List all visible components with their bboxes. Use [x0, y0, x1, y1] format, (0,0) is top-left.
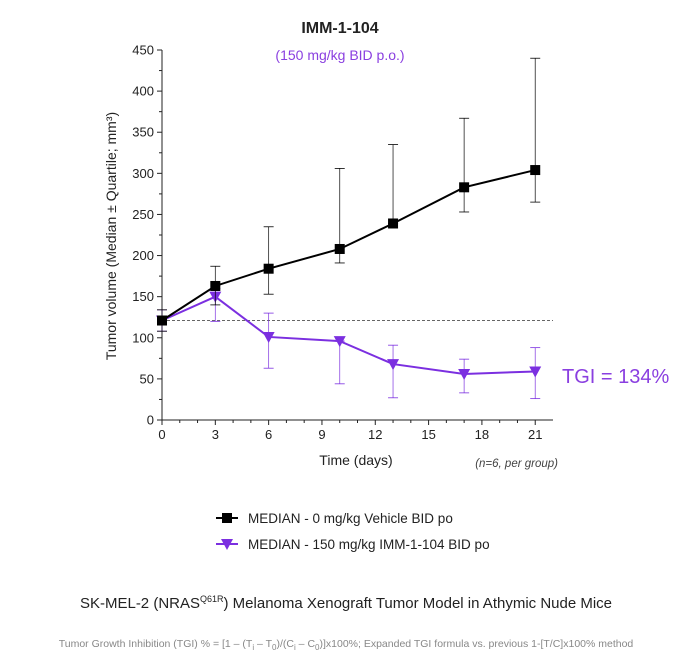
model-caption: SK-MEL-2 (NRASQ61R) Melanoma Xenograft T… [0, 594, 692, 612]
data-point [388, 218, 399, 229]
data-point [334, 243, 345, 254]
x-tick-label: 15 [421, 427, 435, 442]
y-tick-label: 450 [132, 43, 154, 58]
formula-part-a: Tumor Growth Inhibition (TGI) % = [1 – (… [58, 638, 253, 650]
y-tick-label: 150 [132, 289, 154, 304]
model-caption-prefix: SK-MEL-2 (NRAS [79, 595, 200, 612]
x-axis-label: Time (days) [319, 452, 392, 468]
formula-sub-2: 0 [272, 643, 277, 653]
formula-part-d: – C [295, 638, 316, 650]
x-tick-label: 3 [212, 427, 219, 442]
mutation-superscript: Q61R [200, 594, 224, 604]
data-point [210, 280, 221, 291]
tgi-annotation: TGI = 134% [562, 366, 669, 388]
formula-sub-1: i [252, 643, 255, 653]
model-caption-suffix: ) Melanoma Xenograft Tumor Model in Athy… [223, 595, 613, 612]
y-tick-label: 50 [140, 371, 154, 386]
data-point [458, 368, 471, 380]
legend-label: MEDIAN - 150 mg/kg IMM-1-104 BID po [248, 537, 490, 552]
y-tick-label: 200 [132, 248, 154, 263]
data-point [387, 359, 400, 371]
y-tick-label: 250 [132, 207, 154, 222]
data-point [530, 165, 541, 176]
formula-part-c: )/(C [276, 638, 294, 650]
formula-part-e: )]x100%; Expanded TGI formula vs. previo… [319, 638, 634, 650]
y-axis-label: Tumor volume (Median ± Quartile; mm³) [103, 112, 119, 360]
chart-title: IMM-1-104 [301, 20, 378, 37]
series-line [161, 295, 536, 375]
x-tick-label: 18 [475, 427, 489, 442]
tgi-formula-caption: Tumor Growth Inhibition (TGI) % = [1 – (… [0, 638, 692, 652]
legend-marker [221, 539, 233, 550]
series-0 [157, 57, 541, 332]
plot-area: 0 50 100 150 200 250 300 350 400 450 0 3 6 9 12 15 18 21 [132, 43, 553, 442]
formula-sub-3: i [293, 643, 296, 653]
y-tick-label: 350 [132, 125, 154, 140]
data-point [262, 331, 275, 343]
x-tick-label: 12 [368, 427, 382, 442]
data-point [263, 263, 274, 274]
legend-entry-1: MEDIAN - 150 mg/kg IMM-1-104 BID po [216, 537, 490, 552]
data-point [459, 182, 470, 193]
legend-marker [222, 513, 232, 523]
legend: MEDIAN - 0 mg/kg Vehicle BID po MEDIAN - … [216, 511, 490, 552]
legend-label: MEDIAN - 0 mg/kg Vehicle BID po [248, 511, 453, 526]
x-tick-label: 6 [265, 427, 272, 442]
data-point [157, 315, 167, 326]
x-tick-label: 21 [528, 427, 542, 442]
y-tick-label: 300 [132, 166, 154, 181]
formula-sub-4: 0 [315, 643, 320, 653]
sample-size-annotation: (n=6, per group) [475, 458, 558, 470]
y-tick-label: 100 [132, 330, 154, 345]
y-tick-label: 0 [147, 413, 154, 428]
data-point [333, 336, 346, 348]
x-tick-label: 9 [318, 427, 325, 442]
data-point [529, 366, 542, 378]
legend-entry-0: MEDIAN - 0 mg/kg Vehicle BID po [216, 511, 453, 526]
formula-part-b: – T [254, 638, 273, 650]
chart-subtitle: (150 mg/kg BID p.o.) [275, 47, 404, 63]
y-tick-label: 400 [132, 84, 154, 99]
x-tick-label: 0 [158, 427, 165, 442]
